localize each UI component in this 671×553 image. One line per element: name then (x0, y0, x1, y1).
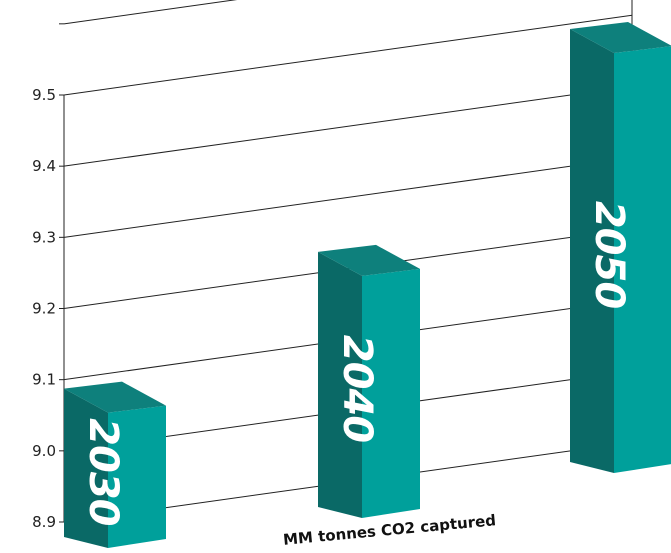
x-axis-title: MM tonnes CO2 captured (282, 511, 496, 549)
bar-2030: 2030 (64, 381, 166, 548)
bar-front-face (108, 405, 166, 548)
y-tick-labels: 8.9 9.0 9.1 9.2 9.3 9.4 9.5 (32, 86, 56, 531)
bar-top-face (64, 381, 166, 413)
bar-front-face (614, 46, 671, 473)
y-tick-label: 9.1 (32, 371, 56, 389)
bar-category-label: 2040 (334, 335, 380, 442)
bar-category-label: 2030 (80, 418, 126, 525)
y-tick-label: 9.4 (32, 157, 56, 175)
gridline (63, 0, 238, 25)
bar-category-label: 2050 (586, 201, 632, 308)
bar-2040: 2040 (318, 244, 420, 518)
gridline (63, 85, 633, 167)
bar-side-face (570, 29, 614, 473)
bar-top-face (318, 244, 420, 276)
bar-front-face (362, 268, 420, 518)
bar-side-face (318, 251, 362, 518)
bar-2050: 2050 (570, 22, 671, 473)
gridline (63, 157, 633, 238)
y-tick-label: 9.3 (32, 228, 56, 246)
y-tick-label: 9.5 (32, 86, 56, 104)
gridline (63, 14, 633, 96)
bars-layer: 2030 2040 2050 (64, 22, 671, 548)
bar-side-face (64, 388, 108, 548)
bar-top-face (570, 22, 671, 53)
y-tick-label: 8.9 (32, 513, 56, 531)
y-tick-label: 9.2 (32, 300, 56, 318)
y-tick-label: 9.0 (32, 442, 56, 460)
